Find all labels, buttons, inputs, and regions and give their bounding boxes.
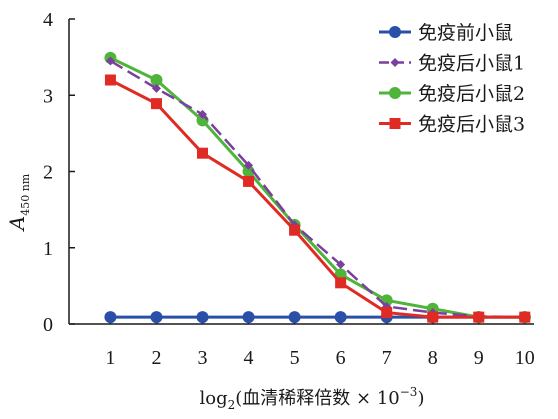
x-tick-label: 2 [151,347,161,369]
legend-label: 免疫后小鼠3 [418,114,525,136]
y-tick-label: 3 [43,85,53,107]
series-layer [104,51,531,324]
x-axis: 1 2 3 4 5 6 7 8 9 10 [69,318,535,369]
data-point [289,224,301,236]
data-point [104,311,117,324]
data-point [334,311,347,324]
y-tick-label: 0 [43,314,53,336]
legend-item: 免疫后小鼠2 [379,83,525,105]
x-axis-title-prefix: log [200,388,228,409]
x-tick-label: 6 [336,347,346,369]
legend-label: 免疫前小鼠 [418,22,513,44]
legend-item: 免疫后小鼠1 [379,53,525,75]
series-4 [104,74,531,323]
x-axis-title-text: (血清稀释倍数 × 10 [235,388,399,409]
y-tick-label: 4 [43,9,53,31]
legend-marker [389,87,401,99]
data-point [105,56,115,66]
x-tick-label: 9 [474,347,484,369]
x-tick-label: 4 [244,347,254,369]
legend-marker [389,118,401,129]
data-point [288,311,301,324]
y-tick-label: 1 [43,238,53,260]
data-point [197,147,209,159]
x-axis-title-subscript: 2 [228,398,236,412]
x-axis-title-superscript: −3 [400,385,418,399]
data-point [150,311,163,324]
legend-label: 免疫后小鼠1 [418,53,525,75]
data-point [381,307,393,319]
x-tick-label: 7 [382,347,392,369]
x-tick-label: 3 [198,347,208,369]
y-axis-title-main: A [5,216,29,232]
y-axis-title-subscript: 450 nm [19,173,32,216]
legend-marker [389,26,401,38]
data-point [427,311,439,323]
data-point [198,109,208,119]
data-point [104,74,116,86]
y-tick-label: 2 [43,162,53,184]
x-tick-label: 5 [290,347,300,369]
data-point [519,311,531,323]
legend-marker [390,58,400,67]
data-point [151,83,161,93]
series-line [109,56,525,319]
x-axis-title: log2(血清稀释倍数 × 10−3) [200,385,425,412]
data-point [243,175,255,187]
y-axis: 0 1 2 3 4 [43,9,75,336]
data-point [244,160,254,170]
series-line [109,59,525,319]
x-ticks: 1 2 3 4 5 6 7 8 9 10 [105,318,535,369]
legend-item: 免疫后小鼠3 [379,114,525,136]
x-tick-label: 1 [105,347,115,369]
series-line [109,78,525,319]
y-axis-title: A450 nm [5,173,32,232]
data-point [242,165,255,178]
x-axis-title-suffix: ) [417,388,424,409]
data-point [242,311,255,324]
data-point [473,311,485,323]
data-point [196,311,209,324]
data-point [150,74,163,86]
y-ticks: 0 1 2 3 4 [43,9,75,336]
data-point [336,260,346,270]
data-point [335,277,347,289]
legend-label: 免疫后小鼠2 [418,83,525,105]
x-tick-label: 8 [428,347,438,369]
data-point [150,98,162,110]
legend-item: 免疫前小鼠 [379,22,513,44]
x-tick-label: 10 [515,347,535,369]
